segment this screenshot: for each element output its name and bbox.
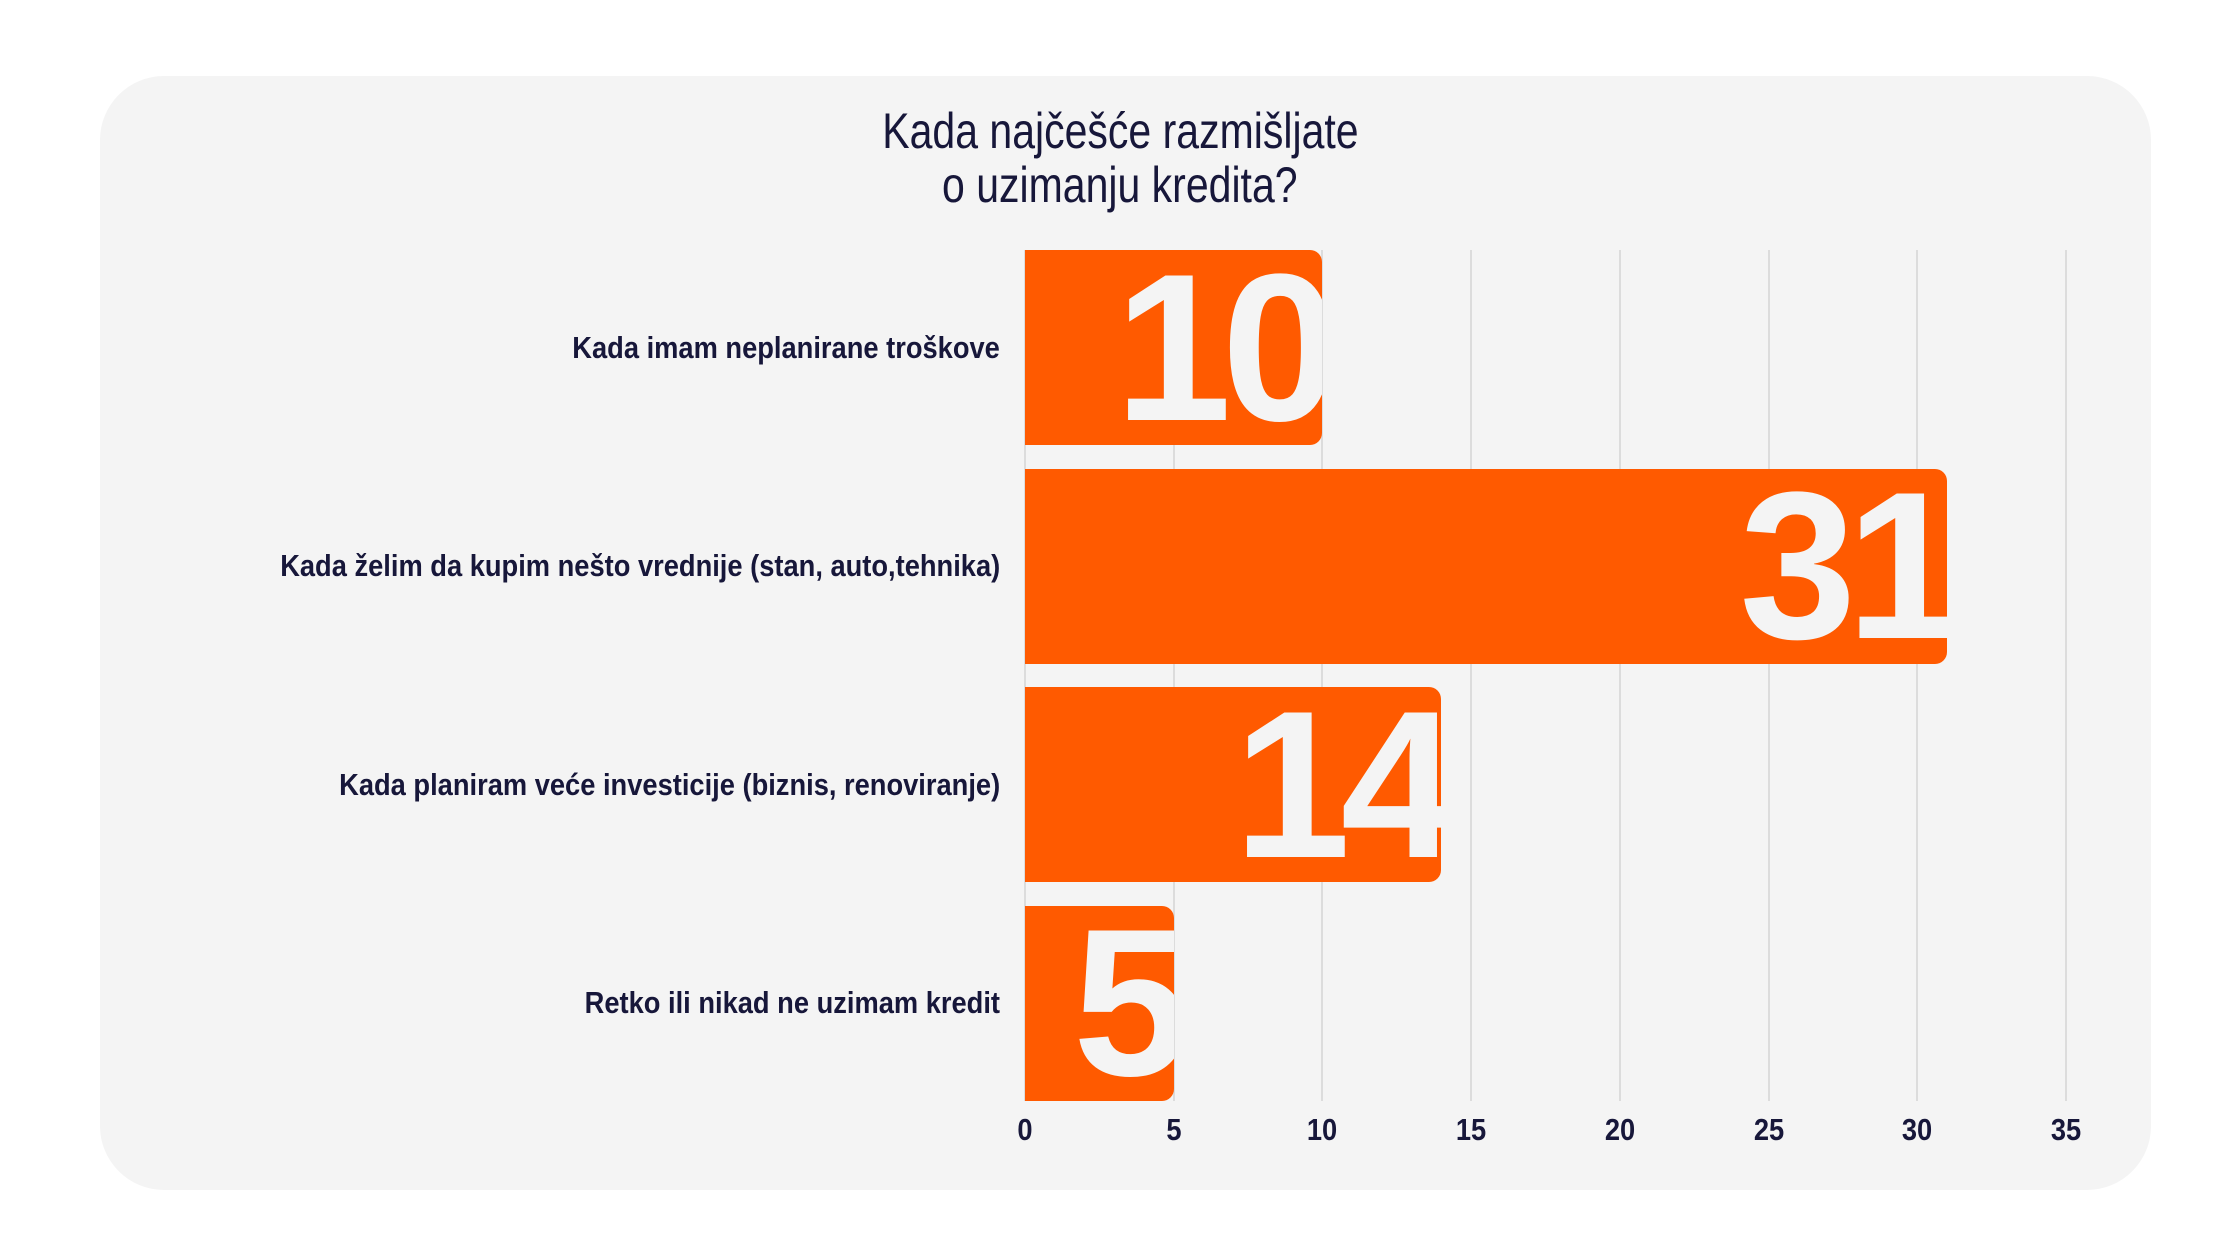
value-label: 5 xyxy=(1072,905,1174,1101)
category-label: Kada želim da kupim nešto vrednije (stan… xyxy=(279,548,1000,583)
x-tick-label: 25 xyxy=(1753,1112,1784,1147)
x-tick-label: 30 xyxy=(1902,1112,1933,1147)
bar: 5 xyxy=(1025,905,1174,1101)
x-tick-label: 0 xyxy=(1017,1112,1033,1147)
gridline xyxy=(1470,250,1473,1101)
gridline xyxy=(1916,250,1919,1101)
x-tick-label: 20 xyxy=(1604,1112,1636,1147)
x-tick-label: 5 xyxy=(1166,1112,1182,1147)
title-line-1: Kada najčešće razmišljate xyxy=(881,103,1359,159)
value-label: 14 xyxy=(1233,687,1442,882)
bar: 31 xyxy=(1025,468,1948,664)
x-tick-label: 35 xyxy=(2050,1112,2082,1147)
gridline xyxy=(2065,250,2067,1101)
category-label: Kada imam neplanirane troškove xyxy=(572,329,1000,365)
gridline xyxy=(1321,250,1324,1101)
value-label: 31 xyxy=(1739,468,1948,664)
x-tick-label: 15 xyxy=(1455,1112,1487,1147)
gridline xyxy=(1024,250,1026,1101)
value-label: 10 xyxy=(1114,250,1323,445)
gridline xyxy=(1618,250,1621,1101)
x-tick-label: 10 xyxy=(1307,1112,1338,1147)
category-label: Retko ili nikad ne uzimam kredit xyxy=(584,985,1000,1020)
title-line-2: o uzimanju kredita? xyxy=(942,157,1298,213)
chart-title: Kada najčešće razmišljate o uzimanju kre… xyxy=(0,104,2240,212)
bar: 14 xyxy=(1025,687,1442,882)
category-label: Kada planiram veće investicije (biznis, … xyxy=(338,766,1000,802)
bar: 10 xyxy=(1025,250,1323,445)
gridline xyxy=(1767,250,1770,1101)
gridline xyxy=(1172,250,1175,1101)
